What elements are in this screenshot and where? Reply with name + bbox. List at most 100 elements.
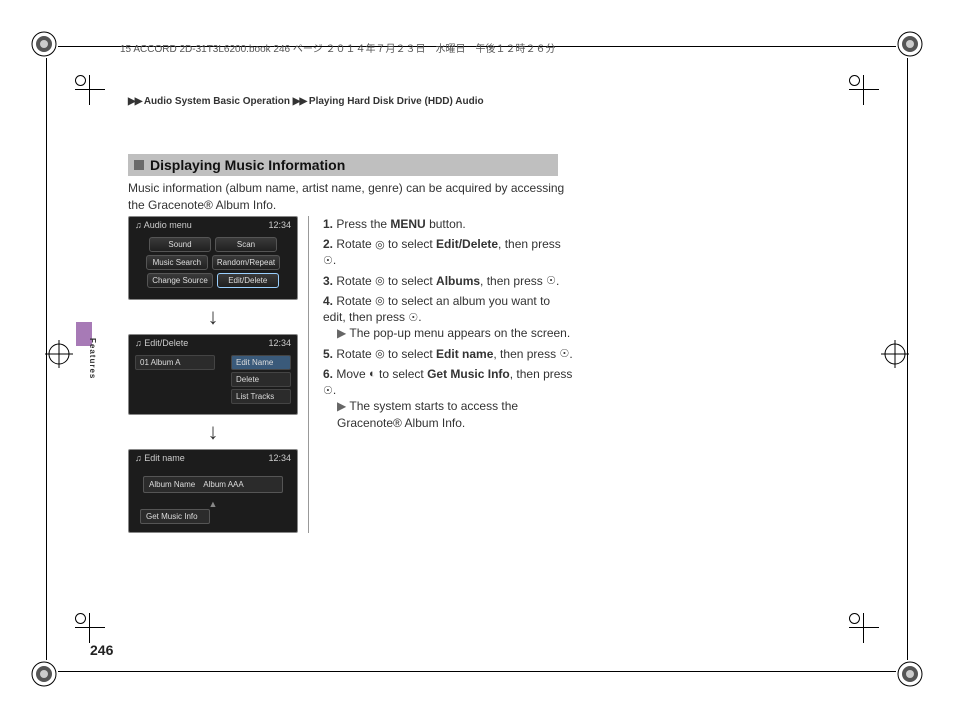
step-text: to select — [385, 237, 436, 251]
step-number: 3. — [323, 274, 333, 288]
registration-mark-icon — [896, 30, 924, 58]
section-title: Displaying Music Information — [150, 157, 345, 173]
press-dial-icon: ☉ — [546, 274, 556, 289]
step-sub-text: The pop-up menu appears on the screen. — [349, 326, 570, 340]
menu-button: Random/Repeat — [212, 255, 280, 270]
menu-button: Change Source — [147, 273, 213, 288]
triangle-bullet-icon: ▶ — [337, 326, 346, 340]
down-arrow-icon: ↓ — [208, 306, 219, 328]
step-text: , then press — [498, 237, 561, 251]
menu-button: Scan — [215, 237, 277, 252]
step-text: Rotate — [336, 347, 375, 361]
crop-cross-icon — [849, 75, 879, 105]
screen-clock: 12:34 — [268, 338, 291, 348]
field-label: Album Name — [149, 480, 195, 489]
registration-mark-icon — [45, 340, 73, 368]
screen-edit-name: ♫ Edit name 12:34 Album Name Album AAA ▲… — [128, 449, 298, 533]
screen-sequence: ♫ Audio menu 12:34 Sound Scan Music Sear… — [128, 216, 309, 533]
step-number: 6. — [323, 367, 333, 381]
step-text: to select — [385, 274, 436, 288]
screen-title: ♫ Edit/Delete — [135, 338, 188, 348]
crop-cross-icon — [849, 613, 879, 643]
screen-title: ♫ Audio menu — [135, 220, 192, 230]
step-text: . — [569, 347, 572, 361]
album-entry: 01 Album A — [135, 355, 215, 370]
crop-mark — [907, 58, 908, 660]
screen-audio-menu: ♫ Audio menu 12:34 Sound Scan Music Sear… — [128, 216, 298, 300]
step-bold: MENU — [390, 217, 425, 231]
down-arrow-icon: ↓ — [208, 421, 219, 443]
screen-edit-delete: ♫ Edit/Delete 12:34 Edit Name Delete Lis… — [128, 334, 298, 415]
step-text: to select — [376, 367, 427, 381]
screen-clock: 12:34 — [268, 453, 291, 463]
rotate-dial-icon: ◎ — [375, 274, 385, 289]
step-sub-text: The system starts to access the Gracenot… — [337, 399, 518, 429]
press-dial-icon: ☉ — [559, 347, 569, 362]
step-text: , then press — [480, 274, 546, 288]
step-number: 5. — [323, 347, 333, 361]
field-value: Album AAA — [203, 480, 243, 489]
step-number: 1. — [323, 217, 333, 231]
step-text: Rotate — [336, 237, 375, 251]
step-number: 2. — [323, 237, 333, 251]
registration-mark-icon — [30, 660, 58, 688]
step-text: . — [333, 383, 336, 397]
crop-mark — [46, 58, 47, 660]
get-music-info-button: Get Music Info — [140, 509, 210, 524]
registration-mark-icon — [30, 30, 58, 58]
registration-mark-icon — [896, 660, 924, 688]
step-text: . — [418, 310, 421, 324]
breadcrumb: ▶▶ Audio System Basic Operation ▶▶ Playi… — [128, 96, 484, 107]
breadcrumb-arrow-icon: ▶▶ — [293, 96, 306, 107]
step-1: 1. Press the MENU button. — [323, 216, 573, 232]
instruction-steps: 1. Press the MENU button. 2. Rotate ◎ to… — [323, 216, 573, 533]
page-number: 246 — [90, 642, 113, 658]
step-bold: Edit name — [436, 347, 493, 361]
step-number: 4. — [323, 294, 333, 308]
breadcrumb-part: Audio System Basic Operation — [144, 96, 290, 107]
step-text: . — [333, 253, 336, 267]
menu-button: Sound — [149, 237, 211, 252]
up-caret-icon: ▲ — [135, 499, 291, 509]
step-text: Press the — [336, 217, 390, 231]
popup-item-selected: Edit Name — [231, 355, 291, 370]
crop-cross-icon — [75, 75, 105, 105]
step-text: to select — [385, 347, 436, 361]
popup-item: List Tracks — [231, 389, 291, 404]
menu-button: Music Search — [146, 255, 208, 270]
step-5: 5. Rotate ◎ to select Edit name, then pr… — [323, 346, 573, 362]
step-bold: Albums — [436, 274, 480, 288]
press-dial-icon: ☉ — [408, 311, 418, 326]
rotate-dial-icon: ◎ — [375, 294, 385, 309]
step-6: 6. Move ◐ to select Get Music Info, then… — [323, 366, 573, 431]
breadcrumb-part: Playing Hard Disk Drive (HDD) Audio — [309, 96, 484, 107]
registration-mark-icon — [881, 340, 909, 368]
screen-title: ♫ Edit name — [135, 453, 185, 463]
step-bold: Edit/Delete — [436, 237, 498, 251]
press-dial-icon: ☉ — [323, 384, 333, 399]
press-dial-icon: ☉ — [323, 254, 333, 269]
step-text: button. — [426, 217, 466, 231]
step-text: , then press — [510, 367, 573, 381]
step-3: 3. Rotate ◎ to select Albums, then press… — [323, 273, 573, 289]
step-text: , then press — [493, 347, 559, 361]
section-heading: Displaying Music Information — [128, 154, 558, 176]
step-bold: Get Music Info — [427, 367, 510, 381]
popup-item: Delete — [231, 372, 291, 387]
screen-clock: 12:34 — [268, 220, 291, 230]
rotate-dial-icon: ◎ — [375, 347, 385, 362]
rotate-dial-icon: ◎ — [375, 238, 385, 253]
crop-cross-icon — [75, 613, 105, 643]
section-bullet-icon — [134, 160, 144, 170]
crop-mark — [58, 671, 896, 672]
menu-button-highlighted: Edit/Delete — [217, 273, 279, 288]
step-text: Move — [336, 367, 369, 381]
step-4: 4. Rotate ◎ to select an album you want … — [323, 293, 573, 342]
triangle-bullet-icon: ▶ — [337, 399, 346, 413]
move-dial-icon: ◐ — [369, 367, 376, 382]
step-text: Rotate — [336, 274, 375, 288]
print-header: 15 ACCORD 2D-31T3L6200.book 246 ページ ２０１４… — [120, 40, 834, 55]
step-text: . — [556, 274, 559, 288]
step-text: Rotate — [336, 294, 375, 308]
breadcrumb-arrow-icon: ▶▶ — [128, 96, 141, 107]
